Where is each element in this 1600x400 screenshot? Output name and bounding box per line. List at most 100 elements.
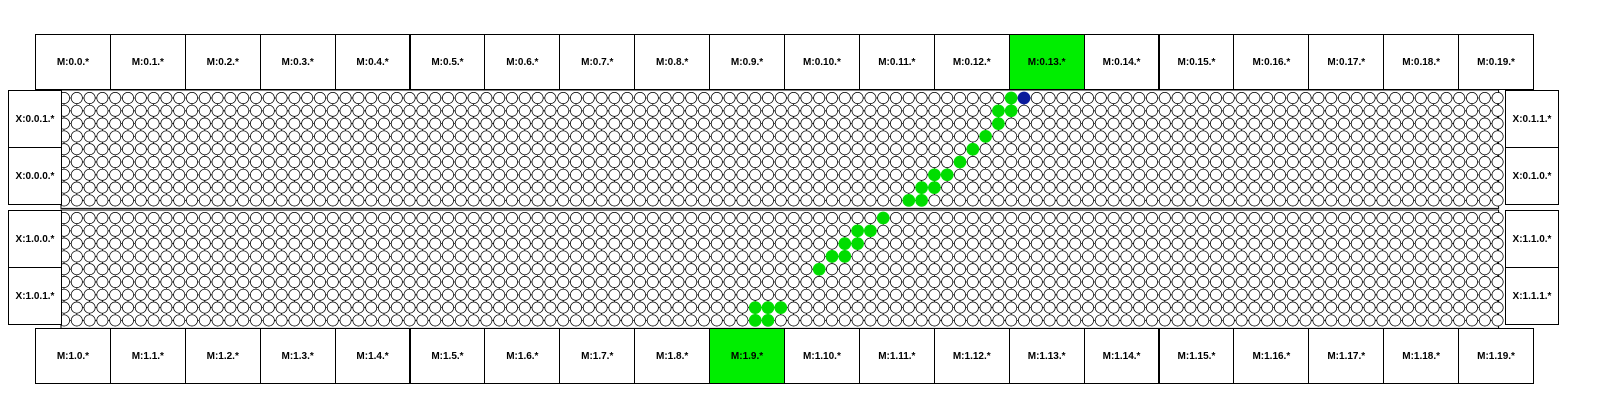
grid-node [160,168,173,181]
grid-node [659,224,672,237]
grid-node [109,181,122,194]
active-node [1004,91,1018,105]
grid-node [570,263,582,276]
grid-node [1338,117,1350,130]
grid-node [442,263,454,276]
grid-node [173,212,186,224]
grid-node [96,263,109,276]
grid-node [1440,288,1453,301]
grid-node [1094,143,1107,156]
grid-node [659,168,672,181]
grid-node [1312,288,1325,301]
grid-node [1325,143,1338,156]
grid-node [390,212,403,224]
grid-node [966,194,979,207]
grid-node [1453,194,1466,207]
grid-node [211,168,224,181]
grid-node [1210,168,1222,181]
grid-node [1350,276,1363,288]
grid-node [685,288,698,301]
grid-node [1069,117,1082,130]
grid-node [467,104,480,117]
grid-node [954,250,966,263]
grid-node [1107,143,1120,156]
grid-node [1235,194,1248,207]
grid-node [954,104,966,117]
grid-node [787,276,800,288]
grid-node [160,288,173,301]
grid-node [493,263,506,276]
grid-node [1402,117,1414,130]
grid-node [1274,194,1286,207]
grid-node [1094,117,1107,130]
grid-node [1338,181,1350,194]
grid-node [1005,194,1018,207]
grid-node [1453,237,1466,250]
grid-node [698,224,710,237]
grid-node [595,117,608,130]
grid-node [122,212,134,224]
grid-node [378,104,390,117]
grid-node [224,250,237,263]
grid-node [915,156,928,168]
grid-node [1043,263,1056,276]
grid-node [83,130,96,143]
grid-node [1453,212,1466,224]
grid-node [352,276,365,288]
grid-node [851,156,864,168]
grid-node [454,156,467,168]
grid-node [70,143,83,156]
bottom-module-cell: M:1.2.* [184,328,261,384]
grid-node [122,156,134,168]
grid-node [685,224,698,237]
grid-node [198,301,211,314]
grid-node [339,168,352,181]
grid-node [582,276,595,288]
grid-node [1158,276,1171,288]
grid-node [378,314,390,327]
right-port-label: X:0.1.1.* [1505,90,1559,148]
grid-node [1158,301,1171,314]
grid-node [1056,301,1069,314]
grid-node [301,156,314,168]
grid-node [1261,276,1274,288]
grid-node [736,168,749,181]
grid-node [1414,104,1427,117]
grid-node [1453,263,1466,276]
grid-node [774,276,787,288]
grid-node [122,130,134,143]
grid-node [1133,130,1146,143]
grid-node [237,168,250,181]
grid-node [224,237,237,250]
grid-node [736,288,749,301]
grid-node [672,92,685,104]
grid-node [1094,194,1107,207]
grid-node [326,301,339,314]
grid-node [1427,143,1440,156]
grid-node [595,288,608,301]
grid-node [122,117,134,130]
grid-node [877,263,890,276]
grid-node [1222,130,1235,143]
grid-node [198,314,211,327]
grid-node [1069,263,1082,276]
grid-node [608,156,621,168]
grid-node [915,224,928,237]
grid-node [838,130,851,143]
grid-node [646,130,659,143]
grid-node [1120,276,1133,288]
grid-node [454,301,467,314]
grid-node [1350,263,1363,276]
grid-node [1120,314,1133,327]
grid-node [1427,224,1440,237]
grid-node [723,276,736,288]
grid-node [467,117,480,130]
grid-node [1286,156,1299,168]
grid-node [531,314,544,327]
grid-node [1120,288,1133,301]
grid-node [1171,168,1184,181]
grid-node [1158,181,1171,194]
grid-node [608,117,621,130]
grid-node [762,224,774,237]
grid-node [493,212,506,224]
